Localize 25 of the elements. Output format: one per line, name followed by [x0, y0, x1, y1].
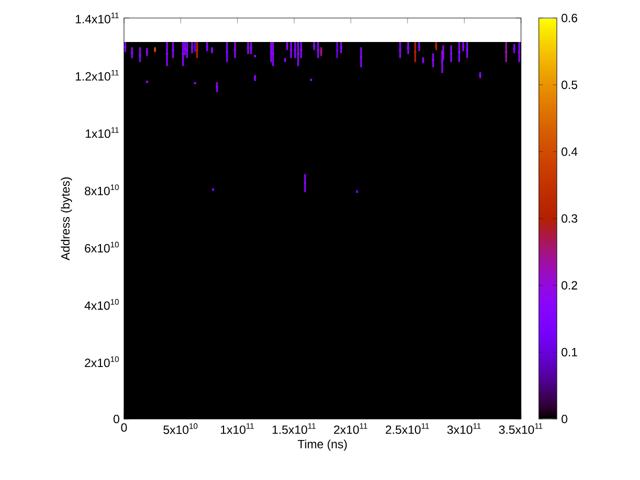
y-tick-label: 2x10$^{10}$ — [84, 356, 119, 368]
y-tick-label: 4x10$^{10}$ — [84, 299, 119, 310]
color-bar-label: 0.1 — [562, 348, 578, 356]
y-tick-label: 6x10$^{10}$ — [84, 242, 119, 253]
x-tick-label: 3.5x10$^{11}$ — [499, 423, 542, 434]
color-bar-label: 0.3 — [562, 214, 578, 223]
x-tick-label: 3x10$^{11}$ — [447, 423, 481, 434]
y-tick-label: 1x10$^{11}$ — [86, 127, 119, 138]
y-axis-title: Address (bytes) — [60, 177, 72, 260]
x-tick-label: 2.5x10$^{11}$ — [386, 423, 429, 434]
y-tick-label: 8x10$^{10}$ — [84, 184, 119, 196]
color-bar-label: 0.5 — [562, 80, 578, 90]
x-tick-label: 0 — [121, 423, 127, 432]
color-bar-label: 0.6 — [562, 14, 578, 22]
color-bar-label: 0 — [562, 414, 568, 424]
x-tick-label: 1x10$^{11}$ — [220, 423, 254, 434]
color-bar-label: 0.2 — [562, 281, 578, 290]
y-tick-label: 1.2x10$^{11}$ — [76, 70, 119, 81]
x-axis-title: Time (ns) — [298, 440, 347, 451]
x-tick-label: 5x10$^{10}$ — [163, 423, 198, 434]
x-tick-label: 2x10$^{11}$ — [334, 423, 368, 434]
y-tick-label: 1.4x10$^{11}$ — [76, 12, 119, 24]
x-tick-label: 1.5x10$^{11}$ — [272, 423, 316, 434]
y-tick-label: 0 — [114, 414, 120, 424]
color-bar-label: 0.4 — [562, 147, 578, 156]
